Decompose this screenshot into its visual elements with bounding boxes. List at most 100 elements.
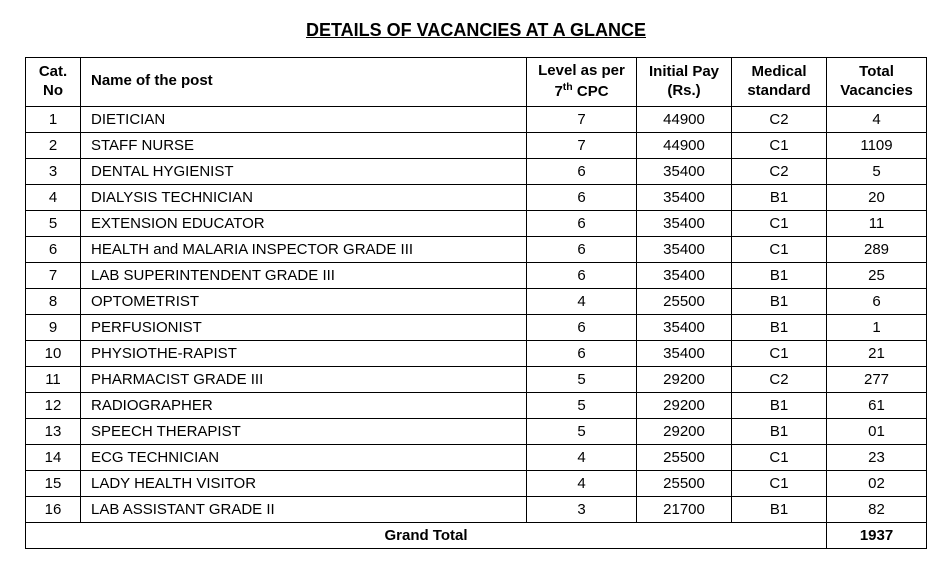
cell-name: DENTAL HYGIENIST bbox=[81, 158, 527, 184]
cell-med: B1 bbox=[732, 184, 827, 210]
cell-level: 6 bbox=[527, 184, 637, 210]
col-header-med: Medical standard bbox=[732, 58, 827, 107]
cell-name: DIALYSIS TECHNICIAN bbox=[81, 184, 527, 210]
col-header-pay: Initial Pay (Rs.) bbox=[637, 58, 732, 107]
table-row: 5EXTENSION EDUCATOR635400C111 bbox=[26, 210, 927, 236]
cell-name: DIETICIAN bbox=[81, 106, 527, 132]
cell-pay: 35400 bbox=[637, 262, 732, 288]
table-row: 3DENTAL HYGIENIST635400C25 bbox=[26, 158, 927, 184]
col-header-level: Level as per 7th CPC bbox=[527, 58, 637, 107]
table-row: 11PHARMACIST GRADE III529200C2277 bbox=[26, 366, 927, 392]
cell-cat: 16 bbox=[26, 496, 81, 522]
cell-level: 5 bbox=[527, 392, 637, 418]
cell-pay: 35400 bbox=[637, 314, 732, 340]
table-row: 16LAB ASSISTANT GRADE II321700B182 bbox=[26, 496, 927, 522]
cell-name: STAFF NURSE bbox=[81, 132, 527, 158]
cell-cat: 1 bbox=[26, 106, 81, 132]
cell-vac: 82 bbox=[827, 496, 927, 522]
cell-level: 4 bbox=[527, 444, 637, 470]
cell-level: 7 bbox=[527, 106, 637, 132]
grand-total-value: 1937 bbox=[827, 522, 927, 548]
cell-pay: 35400 bbox=[637, 236, 732, 262]
cell-name: EXTENSION EDUCATOR bbox=[81, 210, 527, 236]
cell-vac: 6 bbox=[827, 288, 927, 314]
cell-cat: 8 bbox=[26, 288, 81, 314]
cell-pay: 35400 bbox=[637, 158, 732, 184]
table-row: 15LADY HEALTH VISITOR425500C102 bbox=[26, 470, 927, 496]
table-row: 4DIALYSIS TECHNICIAN635400B120 bbox=[26, 184, 927, 210]
cell-pay: 44900 bbox=[637, 132, 732, 158]
cell-pay: 25500 bbox=[637, 288, 732, 314]
cell-cat: 13 bbox=[26, 418, 81, 444]
cell-name: PHYSIOTHE-RAPIST bbox=[81, 340, 527, 366]
cell-med: C1 bbox=[732, 444, 827, 470]
col-header-cat: Cat. No bbox=[26, 58, 81, 107]
col-header-name: Name of the post bbox=[81, 58, 527, 107]
cell-vac: 277 bbox=[827, 366, 927, 392]
cell-level: 5 bbox=[527, 418, 637, 444]
cell-name: SPEECH THERAPIST bbox=[81, 418, 527, 444]
cell-name: ECG TECHNICIAN bbox=[81, 444, 527, 470]
cell-name: LAB SUPERINTENDENT GRADE III bbox=[81, 262, 527, 288]
grand-total-label: Grand Total bbox=[26, 522, 827, 548]
table-row: 7LAB SUPERINTENDENT GRADE III635400B125 bbox=[26, 262, 927, 288]
table-row: 9PERFUSIONIST635400B11 bbox=[26, 314, 927, 340]
cell-level: 5 bbox=[527, 366, 637, 392]
cell-vac: 21 bbox=[827, 340, 927, 366]
cell-cat: 6 bbox=[26, 236, 81, 262]
cell-level: 6 bbox=[527, 262, 637, 288]
cell-pay: 44900 bbox=[637, 106, 732, 132]
cell-med: C2 bbox=[732, 366, 827, 392]
cell-med: C2 bbox=[732, 158, 827, 184]
cell-name: PERFUSIONIST bbox=[81, 314, 527, 340]
table-total-row: Grand Total1937 bbox=[26, 522, 927, 548]
table-row: 12RADIOGRAPHER529200B161 bbox=[26, 392, 927, 418]
cell-vac: 02 bbox=[827, 470, 927, 496]
cell-pay: 29200 bbox=[637, 366, 732, 392]
cell-cat: 2 bbox=[26, 132, 81, 158]
cell-level: 6 bbox=[527, 236, 637, 262]
cell-cat: 14 bbox=[26, 444, 81, 470]
cell-name: PHARMACIST GRADE III bbox=[81, 366, 527, 392]
cell-vac: 1 bbox=[827, 314, 927, 340]
cell-vac: 20 bbox=[827, 184, 927, 210]
cell-med: B1 bbox=[732, 288, 827, 314]
cell-pay: 35400 bbox=[637, 340, 732, 366]
cell-vac: 4 bbox=[827, 106, 927, 132]
cell-pay: 21700 bbox=[637, 496, 732, 522]
cell-cat: 9 bbox=[26, 314, 81, 340]
cell-cat: 3 bbox=[26, 158, 81, 184]
table-row: 1DIETICIAN744900C24 bbox=[26, 106, 927, 132]
cell-vac: 1109 bbox=[827, 132, 927, 158]
cell-cat: 12 bbox=[26, 392, 81, 418]
cell-name: LAB ASSISTANT GRADE II bbox=[81, 496, 527, 522]
cell-level: 4 bbox=[527, 470, 637, 496]
cell-pay: 29200 bbox=[637, 418, 732, 444]
cell-pay: 29200 bbox=[637, 392, 732, 418]
cell-name: LADY HEALTH VISITOR bbox=[81, 470, 527, 496]
cell-med: B1 bbox=[732, 392, 827, 418]
col-header-vac: Total Vacancies bbox=[827, 58, 927, 107]
table-row: 13SPEECH THERAPIST529200B101 bbox=[26, 418, 927, 444]
cell-level: 6 bbox=[527, 314, 637, 340]
cell-level: 7 bbox=[527, 132, 637, 158]
table-row: 2STAFF NURSE744900C11109 bbox=[26, 132, 927, 158]
cell-cat: 4 bbox=[26, 184, 81, 210]
page-title: DETAILS OF VACANCIES AT A GLANCE bbox=[25, 20, 927, 41]
cell-level: 6 bbox=[527, 210, 637, 236]
cell-vac: 23 bbox=[827, 444, 927, 470]
cell-level: 4 bbox=[527, 288, 637, 314]
cell-med: B1 bbox=[732, 262, 827, 288]
cell-med: B1 bbox=[732, 496, 827, 522]
cell-name: OPTOMETRIST bbox=[81, 288, 527, 314]
cell-name: RADIOGRAPHER bbox=[81, 392, 527, 418]
table-row: 14ECG TECHNICIAN425500C123 bbox=[26, 444, 927, 470]
cell-med: C1 bbox=[732, 470, 827, 496]
cell-pay: 35400 bbox=[637, 184, 732, 210]
cell-med: B1 bbox=[732, 418, 827, 444]
cell-level: 6 bbox=[527, 340, 637, 366]
table-row: 10PHYSIOTHE-RAPIST635400C121 bbox=[26, 340, 927, 366]
cell-cat: 7 bbox=[26, 262, 81, 288]
cell-pay: 25500 bbox=[637, 470, 732, 496]
cell-med: C2 bbox=[732, 106, 827, 132]
